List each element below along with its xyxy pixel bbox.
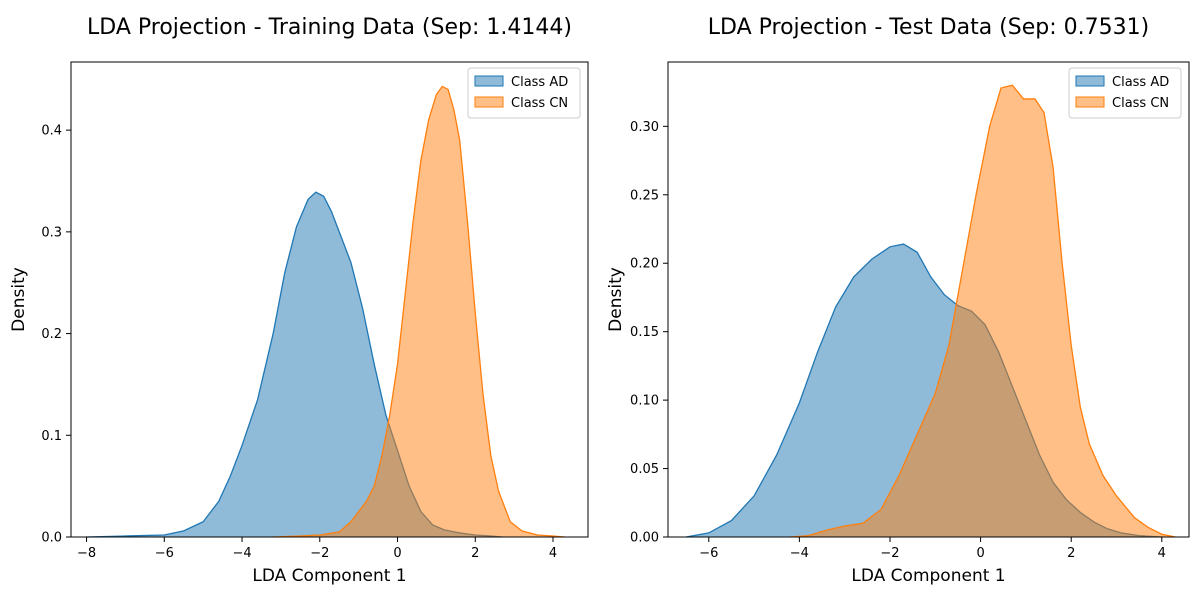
training-plot-area: −8 −6 −4 −2 0 2 4 0.0 0.1 0.2 0.3 0.4 bbox=[41, 61, 589, 561]
training-legend-label-class-ad: Class AD bbox=[511, 75, 568, 90]
training-y-tick-label: 0.3 bbox=[41, 225, 62, 240]
test-x-tick-label: −4 bbox=[790, 546, 809, 561]
training-y-axis-label: Density bbox=[9, 267, 29, 332]
training-x-tick-label: −2 bbox=[310, 546, 329, 561]
training-legend: Class AD Class CN bbox=[467, 67, 581, 119]
test-legend-swatch-class-ad bbox=[1075, 75, 1105, 87]
training-chart-panel: LDA Projection - Training Data (Sep: 1.4… bbox=[9, 15, 589, 586]
training-plot-frame bbox=[70, 61, 589, 538]
test-y-axis-label: Density bbox=[606, 267, 626, 332]
test-plot-area: −6 −4 −2 0 2 4 0.00 0.05 0.10 0.15 0.20 0.25 0.30 bbox=[630, 61, 1190, 561]
training-x-tick-label: 2 bbox=[471, 546, 479, 561]
training-legend-label-class-cn: Class CN bbox=[511, 96, 568, 111]
test-x-tick-label: −2 bbox=[880, 546, 899, 561]
training-legend-swatch-class-ad bbox=[474, 75, 504, 87]
training-x-axis-label: LDA Component 1 bbox=[252, 566, 406, 586]
training-x-tick-label: −6 bbox=[155, 546, 174, 561]
test-legend: Class AD Class CN bbox=[1068, 67, 1182, 119]
training-y-tick-label: 0.2 bbox=[41, 327, 62, 342]
test-x-axis-label: LDA Component 1 bbox=[851, 566, 1005, 586]
test-legend-swatch-class-cn bbox=[1075, 96, 1105, 108]
test-chart-panel: LDA Projection - Test Data (Sep: 0.7531)… bbox=[606, 15, 1190, 586]
test-class-cn-density-line bbox=[790, 84, 1176, 538]
test-class-cn-density-area bbox=[790, 85, 1176, 538]
training-chart-title: LDA Projection - Training Data (Sep: 1.4… bbox=[87, 15, 572, 40]
test-x-tick-label: −6 bbox=[699, 546, 718, 561]
test-y-tick-label: 0.30 bbox=[630, 120, 659, 135]
test-y-tick-label: 0.25 bbox=[630, 188, 659, 203]
training-x-tick-label: −4 bbox=[232, 546, 251, 561]
training-x-tick-label: −8 bbox=[77, 546, 96, 561]
test-x-tick-label: 4 bbox=[1158, 546, 1166, 561]
training-class-ad-density-area bbox=[86, 192, 503, 537]
training-legend-swatch-class-cn bbox=[474, 96, 504, 108]
test-x-tick-label: 0 bbox=[976, 546, 984, 561]
test-x-tick-label: 2 bbox=[1067, 546, 1075, 561]
test-y-tick-label: 0.00 bbox=[630, 531, 659, 546]
training-y-tick-label: 0.0 bbox=[41, 531, 62, 546]
test-legend-label-class-cn: Class CN bbox=[1112, 96, 1169, 111]
training-y-tick-label: 0.4 bbox=[41, 124, 62, 139]
test-y-tick-label: 0.10 bbox=[630, 394, 659, 409]
training-x-tick-label: 4 bbox=[549, 546, 557, 561]
training-y-tick-label: 0.1 bbox=[41, 429, 62, 444]
test-y-tick-label: 0.20 bbox=[630, 257, 659, 272]
test-y-tick-label: 0.15 bbox=[630, 325, 659, 340]
test-plot-frame bbox=[667, 61, 1190, 538]
training-x-tick-label: 0 bbox=[393, 546, 401, 561]
test-legend-label-class-ad: Class AD bbox=[1112, 75, 1169, 90]
test-chart-title: LDA Projection - Test Data (Sep: 0.7531) bbox=[708, 15, 1149, 40]
training-class-cn-density-line bbox=[273, 85, 565, 538]
training-class-cn-density-area bbox=[273, 86, 565, 537]
test-y-tick-label: 0.05 bbox=[630, 462, 659, 477]
